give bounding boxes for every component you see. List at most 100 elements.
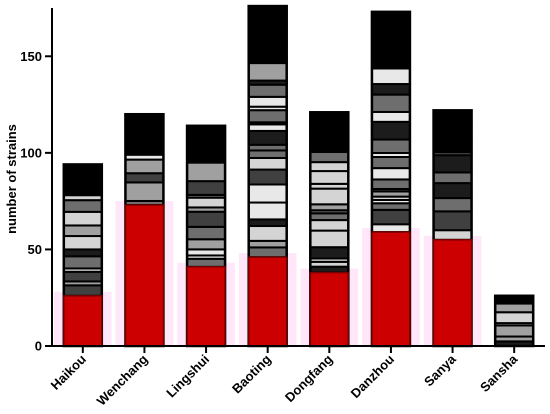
bar-segment	[247, 246, 288, 259]
highlight-bar	[247, 256, 288, 347]
bar-segment	[432, 210, 473, 232]
bar-segment	[186, 180, 227, 196]
x-tick-label: Sanya	[421, 351, 459, 389]
bar-segment	[62, 199, 103, 213]
bar-segment	[309, 170, 350, 185]
bar-segment	[309, 246, 350, 260]
bar-segment	[186, 238, 227, 251]
bar-segment	[186, 196, 227, 209]
highlight-bar	[432, 239, 473, 347]
x-tick-label: Haikou	[48, 351, 89, 392]
bar-segment	[124, 144, 165, 156]
bar-segment	[432, 197, 473, 213]
bar-segment	[432, 182, 473, 200]
bar-segment	[247, 95, 288, 108]
bar-segment	[186, 225, 227, 241]
bar-segment	[186, 257, 227, 268]
bar-segment	[370, 178, 411, 190]
bar-segment	[247, 5, 288, 16]
bar-segment	[432, 154, 473, 174]
bar-segment	[370, 120, 411, 141]
bar-segment	[247, 26, 288, 43]
bar-segment	[247, 225, 288, 242]
bar-segment	[186, 141, 227, 155]
bar-segment	[62, 175, 103, 197]
bar-segment	[370, 208, 411, 226]
bar-segment	[62, 210, 103, 227]
bar-segment	[247, 149, 288, 159]
bar-segment	[124, 158, 165, 175]
x-tick-label: Lingshui	[163, 352, 212, 401]
bar-segment	[370, 93, 411, 113]
y-tick-label: 50	[28, 242, 42, 257]
x-tick-label: Dongfang	[282, 351, 336, 405]
bar-segment	[370, 56, 411, 70]
highlight-bar	[371, 231, 411, 347]
x-tick-label: Danzhou	[348, 351, 397, 400]
highlight-bar	[124, 204, 165, 347]
bar-segment	[62, 224, 103, 238]
bar-segment	[186, 152, 227, 164]
bar-segment	[62, 235, 103, 251]
bar-segment	[309, 229, 350, 249]
bar-segment	[432, 229, 473, 241]
bar-segment	[309, 111, 350, 126]
bar-segment	[370, 155, 411, 170]
bar-segment	[432, 141, 473, 154]
bar-segment	[432, 109, 473, 125]
bar-segment	[247, 168, 288, 186]
bar-segment	[309, 150, 350, 164]
bar-segment	[62, 284, 103, 297]
bar-segment	[309, 212, 350, 222]
x-tick-label: Sansha	[477, 351, 521, 395]
bar-segment	[370, 223, 411, 234]
bar-segment	[432, 122, 473, 144]
bar-segment	[370, 138, 411, 154]
bar-segment	[309, 187, 350, 206]
bar-segment	[124, 181, 165, 202]
bar-segment	[247, 13, 288, 29]
bar-segment	[247, 201, 288, 221]
bar-segment	[370, 83, 411, 96]
x-tick-label: Baoting	[229, 351, 274, 396]
bar-segment	[186, 161, 227, 183]
bar-segment	[494, 311, 535, 325]
bar-segment	[62, 163, 103, 178]
bar-segment	[247, 129, 288, 146]
bar-segment	[432, 171, 473, 185]
bar-segment	[370, 23, 411, 39]
y-tick-label: 0	[35, 339, 42, 354]
highlight-bar	[186, 266, 226, 347]
bar-segment	[247, 183, 288, 204]
bar-segment	[247, 62, 288, 82]
bar-segment	[124, 118, 165, 129]
y-axis-title: number of strains	[4, 124, 19, 234]
highlight-bar	[309, 271, 350, 347]
bar-segment	[370, 110, 411, 123]
bar-segment	[62, 248, 103, 258]
x-tick-label: Wenchang	[94, 351, 151, 408]
bar-segment	[124, 172, 165, 184]
bar-segment	[186, 210, 227, 228]
bar-segment	[247, 109, 288, 124]
bar-segment	[186, 131, 227, 144]
bar-segment	[370, 167, 411, 181]
bar-segment	[309, 133, 350, 151]
bar-segment	[124, 126, 165, 141]
bar-segment	[309, 123, 350, 136]
bars-group	[54, 4, 535, 348]
bar-segment	[309, 219, 350, 232]
bar-segment	[247, 83, 288, 98]
axes-group	[51, 8, 545, 347]
highlight-bar	[63, 295, 103, 347]
y-tick-label: 150	[20, 49, 42, 64]
bar-segment	[62, 255, 103, 270]
bar-segment	[62, 270, 103, 283]
bar-segment	[309, 161, 350, 173]
x-ticks-group: Haikou Wenchang Lingshui Baoting Dongfang Dan…	[48, 346, 521, 408]
bar-segment	[494, 302, 535, 314]
bar-segment	[370, 67, 411, 86]
bar-segment	[370, 36, 411, 59]
bar-segment	[494, 324, 535, 338]
